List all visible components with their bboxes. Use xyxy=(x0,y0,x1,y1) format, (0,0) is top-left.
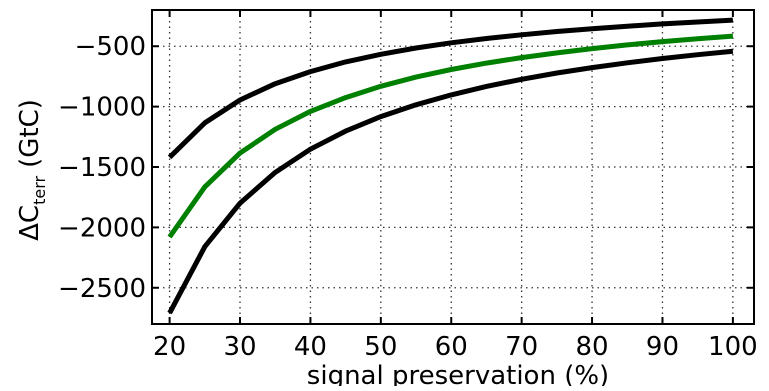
y-tick-labels: −500 −1000 −1500 −2000 −2500 xyxy=(58,32,146,304)
series-line-3 xyxy=(167,48,734,315)
y-tick-label: −1000 xyxy=(58,93,146,123)
ticks xyxy=(152,10,754,324)
x-axis-label: signal preservation (%) xyxy=(307,361,609,386)
y-tick-label: −1500 xyxy=(58,153,146,183)
x-tick-label: 100 xyxy=(708,332,758,362)
x-tick-label: 50 xyxy=(364,332,397,362)
x-tick-label: 70 xyxy=(505,332,538,362)
series-line-2 xyxy=(167,33,734,239)
y-axis-label-unit: (GtC) xyxy=(15,99,45,168)
y-axis-label: ΔCterr (GtC) xyxy=(15,99,49,241)
x-tick-label: 30 xyxy=(223,332,256,362)
x-tick-label: 40 xyxy=(294,332,327,362)
series-line-1 xyxy=(167,17,734,160)
y-axis-label-subscript: terr xyxy=(30,176,49,205)
x-tick-label: 80 xyxy=(576,332,609,362)
series-layer xyxy=(167,17,734,315)
y-tick-label: −2500 xyxy=(58,274,146,304)
y-tick-label: −500 xyxy=(75,32,146,62)
x-tick-label: 90 xyxy=(646,332,679,362)
y-tick-label: −2000 xyxy=(58,213,146,243)
x-tick-label: 60 xyxy=(435,332,468,362)
y-axis-label-main: ΔC xyxy=(15,205,45,241)
grid xyxy=(152,10,754,324)
x-tick-labels: 20 30 40 50 60 70 80 90 100 xyxy=(153,332,758,362)
x-tick-label: 20 xyxy=(153,332,186,362)
